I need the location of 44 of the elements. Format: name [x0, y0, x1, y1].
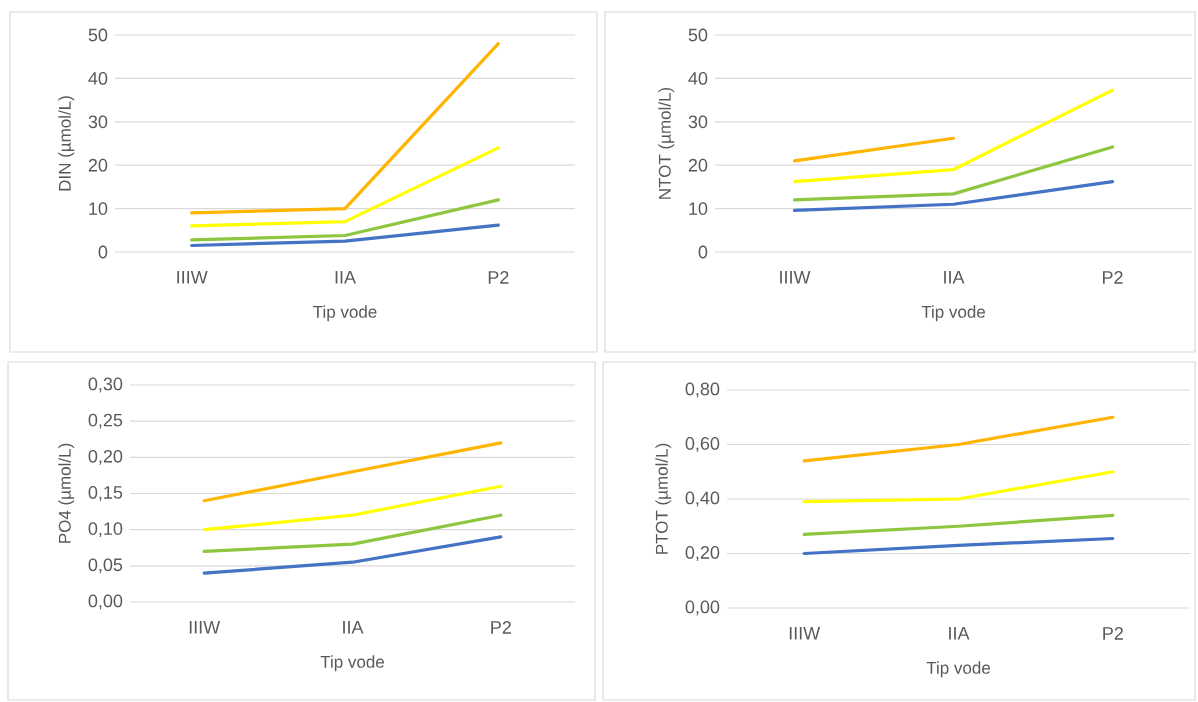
x-tick-label: P2: [491, 621, 511, 634]
x-tick-label: IIIW: [177, 271, 208, 284]
y-tick-label: 50: [688, 28, 708, 42]
x-tick-label: IIIW: [789, 627, 821, 640]
y-tick-label: 0,30: [88, 377, 123, 393]
y-axis-title: NTOT (µmol/L): [658, 87, 675, 199]
y-tick-label: 40: [88, 72, 108, 85]
y-tick-label: 50: [88, 28, 108, 42]
y-tick-label: 0,20: [88, 449, 123, 465]
x-axis-title: Tip vode: [313, 305, 377, 322]
y-tick-label: 0: [698, 245, 708, 259]
y-tick-label: 30: [688, 115, 708, 129]
y-tick-label: 0,25: [88, 413, 123, 429]
y-tick-label: 0,20: [685, 546, 720, 561]
y-tick-label: 10: [689, 202, 708, 215]
y-tick-label: 20: [688, 158, 708, 172]
x-tick-label: IIIW: [780, 271, 811, 284]
y-tick-label: 0,15: [88, 486, 123, 501]
x-tick-label: IIIW: [189, 621, 221, 634]
y-tick-label: 0,00: [88, 594, 123, 610]
y-tick-label: 10: [89, 202, 108, 215]
x-tick-label: P2: [1103, 627, 1123, 640]
x-axis-title: Tip vode: [320, 655, 384, 672]
y-tick-label: 0,60: [685, 437, 720, 452]
y-tick-label: 0,10: [88, 522, 123, 538]
x-tick-label: IIA: [949, 627, 970, 640]
x-tick-label: IIA: [335, 271, 356, 284]
y-tick-label: 40: [688, 72, 708, 85]
y-tick-label: 0,00: [685, 600, 720, 616]
y-axis-title: DIN (µmol/L): [58, 96, 75, 191]
y-tick-label: 0: [98, 245, 108, 259]
x-tick-label: IIA: [343, 621, 364, 634]
x-axis-title: Tip vode: [926, 661, 991, 678]
y-axis-title: PTOT (µmol/L): [655, 443, 672, 554]
y-axis-title: PO4 (µmol/L): [58, 443, 75, 543]
y-tick-label: 20: [88, 158, 108, 172]
y-tick-label: 0,80: [685, 382, 720, 398]
x-tick-label: P2: [1102, 271, 1123, 284]
x-tick-label: IIA: [944, 271, 965, 284]
x-axis-title: Tip vode: [921, 305, 986, 322]
y-tick-label: 0,05: [88, 558, 123, 574]
y-tick-label: 30: [88, 115, 108, 129]
x-tick-label: P2: [488, 271, 509, 284]
y-tick-label: 0,40: [685, 491, 720, 507]
